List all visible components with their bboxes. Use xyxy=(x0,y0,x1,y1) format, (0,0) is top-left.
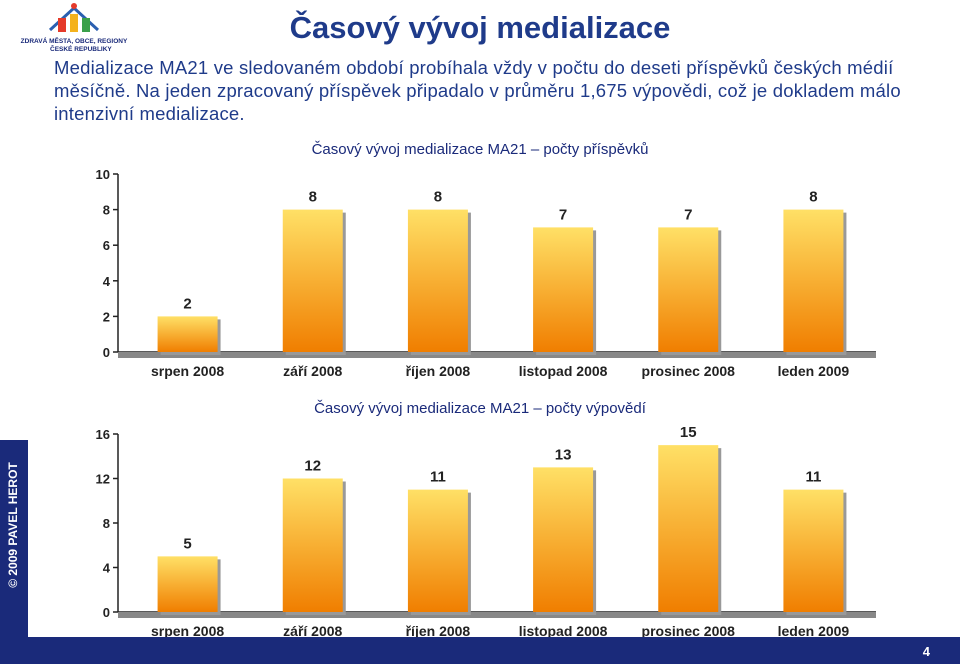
logo: ZDRAVÁ MĚSTA, OBCE, REGIONY ČESKÉ REPUBL… xyxy=(21,3,128,53)
side-strip xyxy=(0,440,28,664)
bar xyxy=(407,209,468,352)
copyright-label: © 2009 PAVEL HEROT xyxy=(6,462,20,588)
x-tick-label: srpen 2008 xyxy=(151,623,224,639)
chart-vypovedi: Časový vývoj medializace MA21 – počty vý… xyxy=(96,400,876,639)
chart-title: Časový vývoj medializace MA21 – počty př… xyxy=(312,141,649,158)
x-tick-label: září 2008 xyxy=(283,623,342,639)
y-tick-label: 0 xyxy=(103,605,110,620)
bar xyxy=(407,489,468,612)
bar xyxy=(658,227,719,352)
bar-value-label: 11 xyxy=(805,469,821,486)
bar-value-label: 2 xyxy=(183,295,191,312)
x-tick-label: listopad 2008 xyxy=(519,623,608,639)
bar-value-label: 12 xyxy=(304,458,321,475)
bar xyxy=(533,227,594,352)
bar xyxy=(783,209,844,352)
y-tick-label: 4 xyxy=(103,274,111,289)
bar-value-label: 8 xyxy=(309,189,317,206)
plot-floor xyxy=(118,352,876,358)
chart-title: Časový vývoj medializace MA21 – počty vý… xyxy=(314,400,647,417)
plot-floor xyxy=(118,612,876,618)
bar-value-label: 7 xyxy=(684,206,692,223)
bar xyxy=(783,489,844,612)
x-tick-label: leden 2009 xyxy=(778,623,850,639)
bar xyxy=(533,467,594,612)
bar xyxy=(658,445,719,612)
bar xyxy=(282,209,343,352)
bar xyxy=(282,478,343,612)
bar-value-label: 8 xyxy=(434,189,442,206)
bar-value-label: 8 xyxy=(809,189,817,206)
x-tick-label: leden 2009 xyxy=(778,363,850,379)
x-tick-label: prosinec 2008 xyxy=(642,363,736,379)
x-tick-label: září 2008 xyxy=(283,363,342,379)
x-tick-label: srpen 2008 xyxy=(151,363,224,379)
x-tick-label: říjen 2008 xyxy=(406,623,471,639)
page-number: 4 xyxy=(922,644,930,659)
bar-value-label: 13 xyxy=(555,446,572,463)
y-tick-label: 4 xyxy=(103,561,111,576)
x-tick-label: prosinec 2008 xyxy=(642,623,736,639)
bar-value-label: 15 xyxy=(680,424,697,441)
chart-prispevky: Časový vývoj medializace MA21 – počty př… xyxy=(96,141,876,379)
y-tick-label: 0 xyxy=(103,345,110,360)
bar xyxy=(157,556,218,612)
y-tick-label: 8 xyxy=(103,203,110,218)
logo-line-1: ZDRAVÁ MĚSTA, OBCE, REGIONY xyxy=(21,36,128,45)
y-tick-label: 6 xyxy=(103,238,110,253)
page-title: Časový vývoj medializace xyxy=(289,10,671,45)
bar xyxy=(157,316,218,352)
bar-value-label: 11 xyxy=(430,469,446,486)
bar-value-label: 5 xyxy=(183,535,191,552)
x-tick-label: říjen 2008 xyxy=(406,363,471,379)
y-tick-label: 16 xyxy=(96,427,110,442)
intro-paragraph: Medializace MA21 ve sledovaném období pr… xyxy=(54,57,901,124)
footer-bar xyxy=(28,637,960,664)
y-tick-label: 12 xyxy=(96,472,110,487)
logo-line-2: ČESKÉ REPUBLIKY xyxy=(50,44,112,53)
y-tick-label: 8 xyxy=(103,516,110,531)
y-tick-label: 2 xyxy=(103,309,110,324)
y-tick-label: 10 xyxy=(96,167,110,182)
logo-emblem-icon xyxy=(48,3,100,32)
x-tick-label: listopad 2008 xyxy=(519,363,608,379)
bar-value-label: 7 xyxy=(559,206,567,223)
